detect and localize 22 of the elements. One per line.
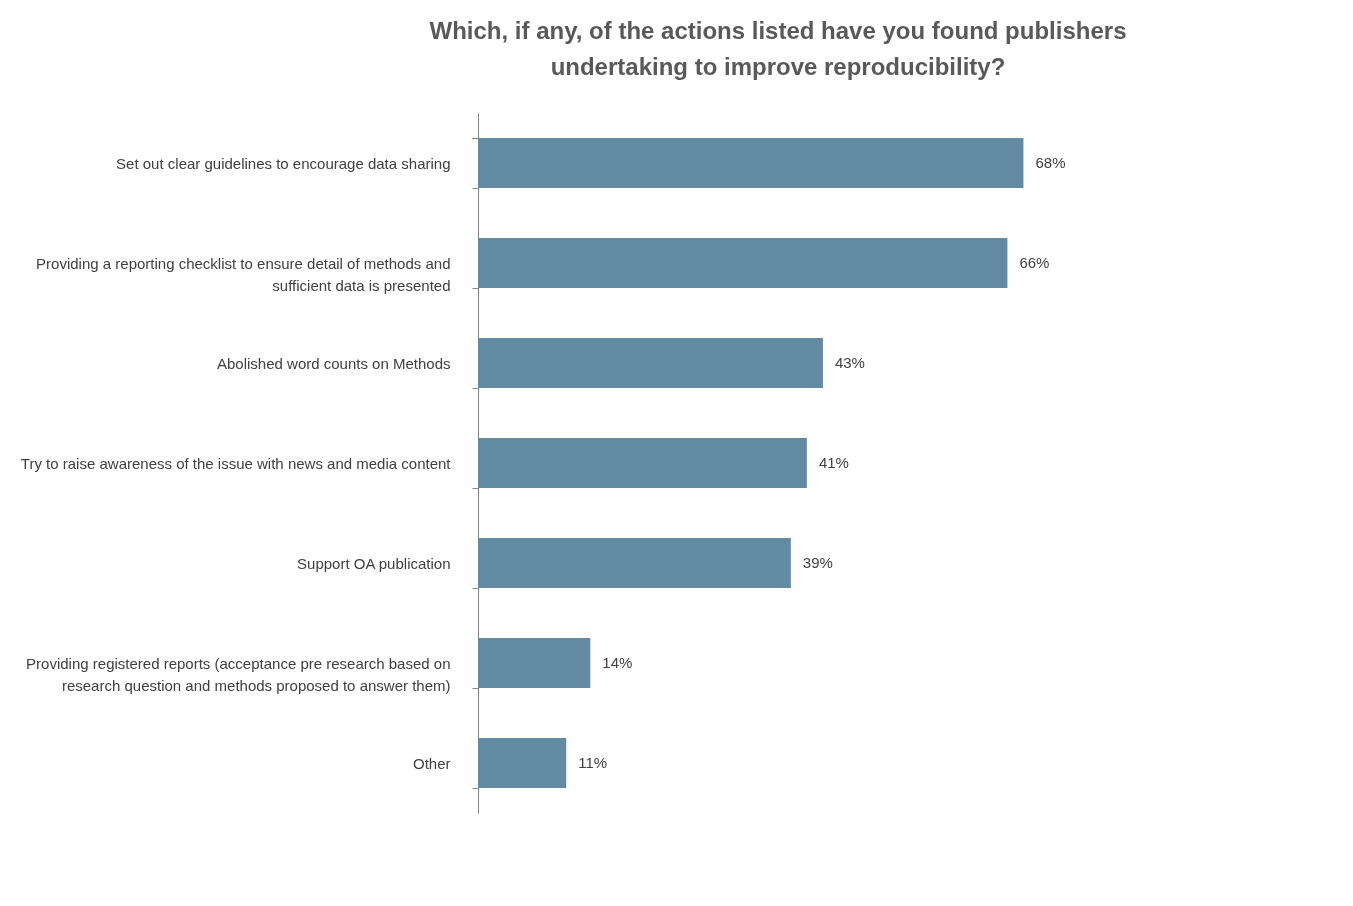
y-tick-label: Providing a reporting checklist to ensure detail of methods and sufficient data is presented (36, 254, 451, 294)
chart-title: Which, if any, of the actions listed have you found publishers undertaking to improve reproducibility? (429, 17, 1127, 80)
data-label: 39% (802, 554, 833, 571)
y-tick-label: Support OA publication (297, 554, 451, 572)
data-label: 66% (1019, 254, 1050, 271)
data-label: 43% (834, 354, 865, 371)
data-label: 68% (1035, 154, 1066, 171)
bar (478, 338, 823, 388)
y-tick-label: Abolished word counts on Methods (217, 354, 451, 372)
y-tick-label: Try to raise awareness of the issue with news and media content (20, 454, 452, 472)
bar (478, 738, 567, 788)
bar (478, 238, 1008, 288)
y-tick-label: Other (412, 754, 451, 772)
y-tick-label: Set out clear guidelines to encourage data sharing (116, 154, 451, 172)
bar (478, 638, 591, 688)
bar (478, 538, 791, 588)
data-label: 11% (578, 754, 608, 771)
bar (478, 438, 807, 488)
y-tick-label: Providing registered reports (acceptance pre research based on research question and methods proposed to answer them) (26, 654, 451, 694)
data-label: 14% (602, 654, 633, 671)
bar (478, 138, 1024, 188)
data-label: 41% (818, 454, 849, 471)
